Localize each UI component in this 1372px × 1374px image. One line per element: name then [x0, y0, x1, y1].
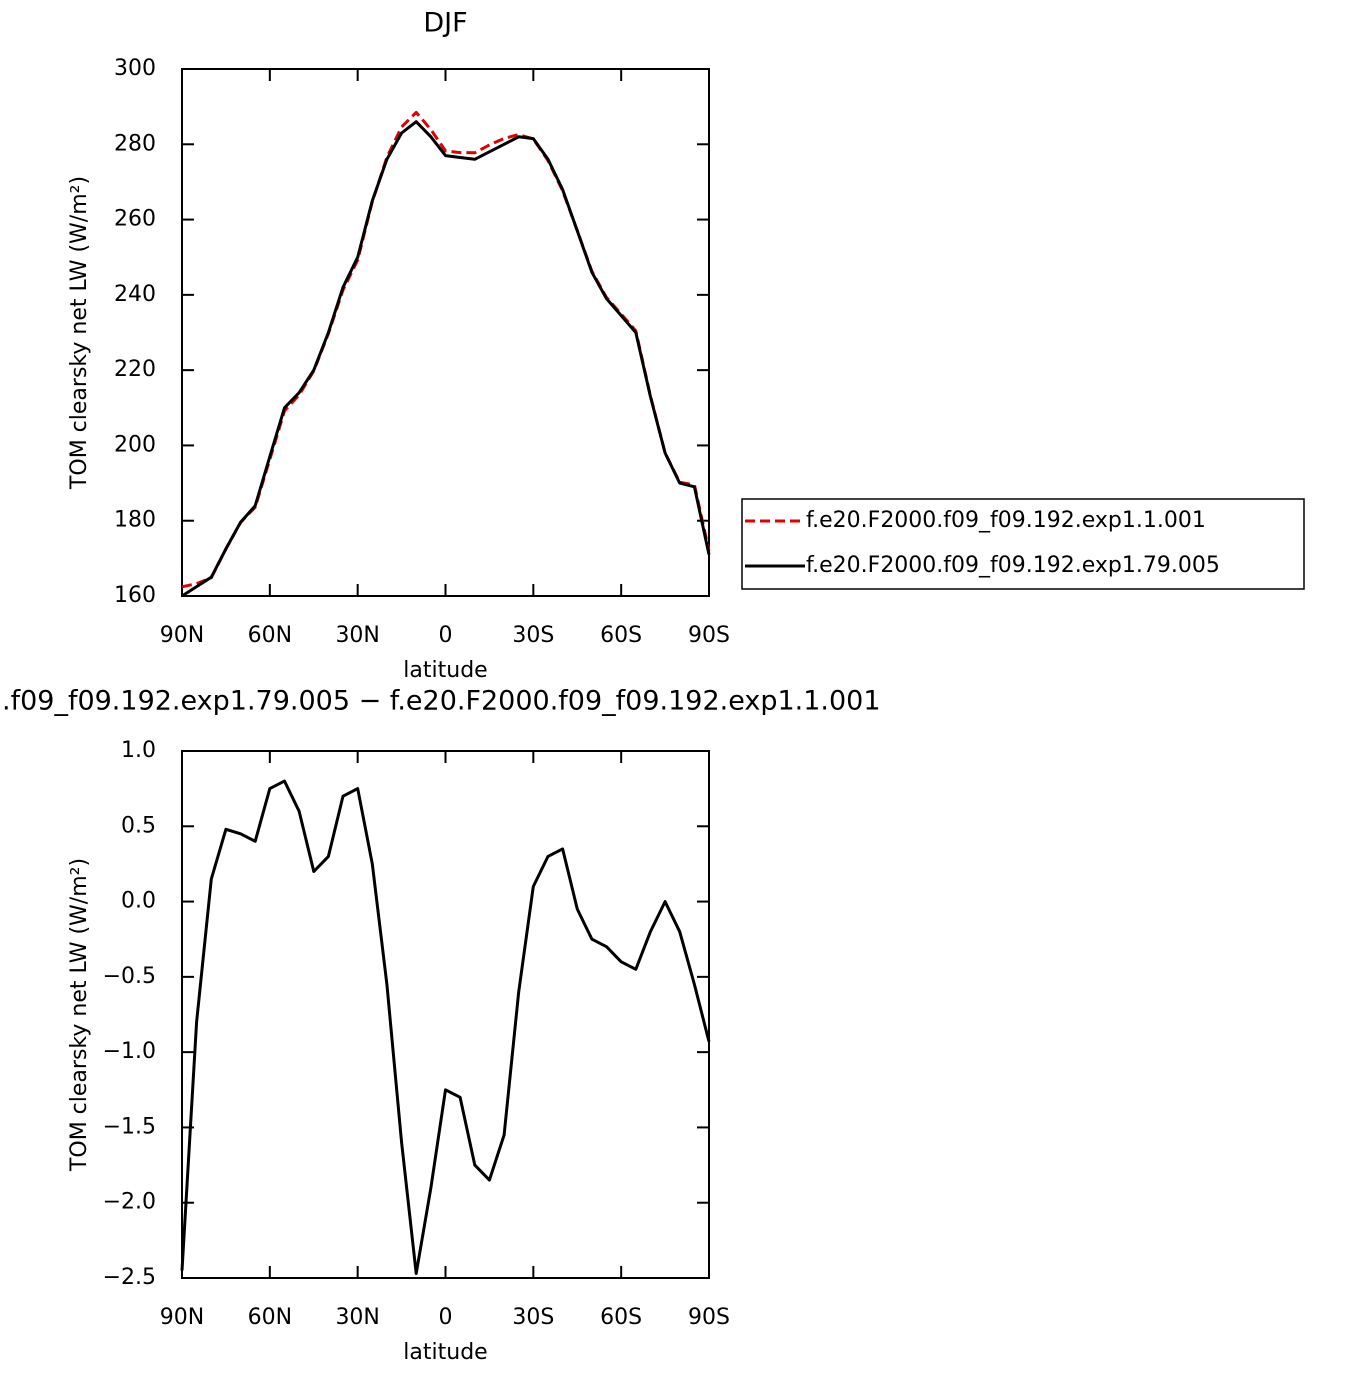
x-tick-label: 60S: [600, 623, 642, 648]
y-tick-label: 280: [114, 131, 156, 156]
x-tick-label: 90S: [688, 1305, 730, 1330]
x-tick-label: 90S: [688, 623, 730, 648]
x-tick-label: 60N: [248, 623, 292, 648]
legend-label: f.e20.F2000.f09_f09.192.exp1.1.001: [806, 508, 1206, 533]
y-tick-label: −2.0: [103, 1190, 156, 1215]
chart-title: .f09_f09.192.exp1.79.005 − f.e20.F2000.f…: [2, 686, 881, 717]
plot-frame: [181, 750, 710, 1279]
x-tick-label: 30N: [335, 1305, 379, 1330]
x-tick-label: 30N: [335, 623, 379, 648]
x-axis-label: latitude: [403, 1340, 487, 1365]
legend-box: [741, 498, 1305, 590]
y-tick-label: 160: [114, 583, 156, 608]
x-axis-label: latitude: [403, 658, 487, 683]
y-tick-label: −0.5: [103, 964, 156, 989]
x-tick-label: 90N: [160, 623, 204, 648]
x-tick-label: 0: [439, 1305, 453, 1330]
y-tick-label: −1.5: [103, 1114, 156, 1139]
y-tick-label: 0.5: [121, 813, 156, 838]
y-tick-label: 180: [114, 508, 156, 533]
x-tick-label: 30S: [512, 1305, 554, 1330]
y-axis-label: TOM clearsky net LW (W/m²): [67, 858, 92, 1172]
y-tick-label: 1.0: [121, 738, 156, 763]
data-line: [181, 120, 711, 598]
y-tick-label: 260: [114, 207, 156, 232]
data-line: [181, 110, 711, 589]
y-tick-label: 200: [114, 432, 156, 457]
y-axis-label: TOM clearsky net LW (W/m²): [67, 176, 92, 490]
y-tick-label: 240: [114, 282, 156, 307]
legend-label: f.e20.F2000.f09_f09.192.exp1.79.005: [806, 553, 1220, 578]
x-tick-label: 60S: [600, 1305, 642, 1330]
chart-title: DJF: [423, 8, 467, 39]
x-tick-label: 0: [439, 623, 453, 648]
y-tick-label: −2.5: [103, 1265, 156, 1290]
y-tick-label: −1.0: [103, 1039, 156, 1064]
x-tick-label: 60N: [248, 1305, 292, 1330]
plot-frame: [181, 68, 710, 597]
data-line: [180, 779, 711, 1275]
y-tick-label: 0.0: [121, 889, 156, 914]
y-tick-label: 220: [114, 357, 156, 382]
x-tick-label: 30S: [512, 623, 554, 648]
x-tick-label: 90N: [160, 1305, 204, 1330]
y-tick-label: 300: [114, 56, 156, 81]
